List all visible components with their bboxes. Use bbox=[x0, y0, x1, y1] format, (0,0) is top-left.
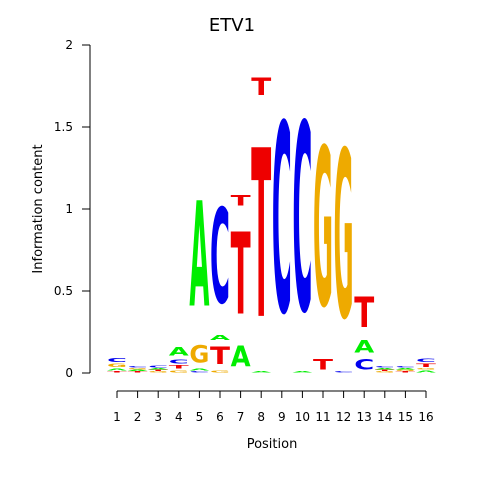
x-tick-label: 5 bbox=[196, 410, 204, 424]
x-tick-label: 14 bbox=[377, 410, 392, 424]
logo-letter-g: G bbox=[395, 370, 415, 372]
x-tick-label: 6 bbox=[216, 410, 224, 424]
logo-letter-t: T bbox=[313, 357, 333, 373]
logo-letter-g: G bbox=[148, 371, 168, 373]
x-tick-label: 2 bbox=[134, 410, 142, 424]
logo-letter-c: C bbox=[148, 365, 168, 368]
logo-letter-c: C bbox=[189, 371, 209, 373]
logo-letter-c: C bbox=[354, 357, 374, 373]
logo-letter-g: G bbox=[375, 371, 395, 373]
logo-letter-a: A bbox=[169, 345, 190, 358]
logo-letter-a: A bbox=[210, 334, 230, 342]
y-tick-label: 2 bbox=[65, 38, 73, 52]
logo-column: ATT bbox=[231, 193, 251, 373]
logo-letter-a: A bbox=[189, 368, 210, 371]
y-axis: 0 0.5 1 1.5 2 bbox=[54, 38, 91, 380]
logo-letter-a: A bbox=[148, 368, 169, 370]
logo-column: AC bbox=[292, 72, 313, 373]
logo-column: ATT bbox=[251, 74, 272, 373]
logo-letter-g: G bbox=[210, 370, 230, 373]
x-tick-label: 16 bbox=[418, 410, 433, 424]
logo-letter-t: T bbox=[251, 101, 271, 370]
logo-letter-g: G bbox=[128, 368, 148, 370]
logo-letter-a: A bbox=[251, 371, 272, 373]
logo-letter-g: G bbox=[189, 341, 209, 369]
logo-letter-t: T bbox=[354, 287, 374, 337]
x-axis: 1 2 3 4 5 6 7 8 9 10 11 12 13 14 15 16 bbox=[113, 390, 434, 424]
x-tick-label: 12 bbox=[336, 410, 351, 424]
logo-letter-g: G bbox=[169, 370, 189, 373]
logo-letter-t: T bbox=[375, 370, 396, 372]
logo-letter-a: A bbox=[107, 368, 128, 371]
logo-letter-c: C bbox=[416, 358, 436, 363]
logo-letter-t: T bbox=[231, 211, 251, 341]
logo-letter-t: T bbox=[251, 74, 272, 102]
logo-letter-a: A bbox=[189, 173, 209, 340]
y-tick-label: 1.5 bbox=[54, 120, 73, 134]
logo-letter-c: C bbox=[210, 183, 230, 334]
logo-letter-c: C bbox=[169, 358, 189, 365]
y-tick-label: 0.5 bbox=[54, 284, 73, 298]
logo-column: C bbox=[272, 72, 292, 373]
logo-letter-t: T bbox=[148, 370, 169, 372]
logo-letter-a: A bbox=[292, 371, 313, 373]
x-tick-label: 3 bbox=[154, 410, 162, 424]
logo-letter-t: T bbox=[128, 371, 149, 373]
y-tick-label: 1 bbox=[65, 202, 73, 216]
logo-letter-c: C bbox=[292, 72, 312, 372]
logo-letter-g: G bbox=[107, 363, 127, 368]
logo-letter-c: C bbox=[375, 366, 395, 368]
logo-letter-c: C bbox=[334, 371, 354, 373]
logo-column: TG bbox=[313, 105, 333, 373]
x-tick-label: 11 bbox=[315, 410, 330, 424]
logo-letter-a: A bbox=[416, 370, 437, 373]
chart-title: ETV1 bbox=[209, 15, 255, 36]
logo-letter-t: T bbox=[395, 371, 416, 373]
logo-letter-a: A bbox=[354, 338, 374, 357]
x-tick-label: 15 bbox=[398, 410, 413, 424]
logo-letter-t: T bbox=[210, 343, 231, 371]
logo-letter-t: T bbox=[231, 193, 251, 209]
x-tick-label: 8 bbox=[257, 410, 265, 424]
x-tick-label: 4 bbox=[175, 410, 183, 424]
logo-letter-g: G bbox=[313, 105, 333, 357]
x-tick-label: 9 bbox=[278, 410, 286, 424]
x-tick-label: 7 bbox=[237, 410, 245, 424]
y-axis-label: Information content bbox=[31, 144, 46, 273]
logo-column: CG bbox=[334, 102, 354, 373]
logo-letter-c: C bbox=[272, 72, 292, 373]
logo-letter-g: G bbox=[334, 102, 354, 371]
y-tick-label: 0 bbox=[65, 366, 73, 380]
logo-letter-t: T bbox=[107, 371, 128, 373]
x-tick-label: 13 bbox=[357, 410, 372, 424]
x-tick-label: 1 bbox=[113, 410, 121, 424]
x-axis-label: Position bbox=[247, 437, 298, 452]
logo-letter-a: A bbox=[128, 370, 149, 372]
logo-column: CAT bbox=[354, 287, 374, 373]
logo-letter-t: T bbox=[416, 363, 437, 368]
logo-letter-t: T bbox=[169, 365, 190, 370]
logo-letter-c: C bbox=[128, 366, 148, 368]
logo-letter-g: G bbox=[416, 368, 436, 370]
logo-letter-a: A bbox=[395, 368, 416, 370]
logo-letter-c: C bbox=[395, 366, 415, 368]
logo-letter-a: A bbox=[231, 341, 251, 373]
x-tick-label: 10 bbox=[295, 410, 310, 424]
logo-letter-a: A bbox=[375, 368, 396, 370]
logo-letter-c: C bbox=[107, 357, 127, 364]
